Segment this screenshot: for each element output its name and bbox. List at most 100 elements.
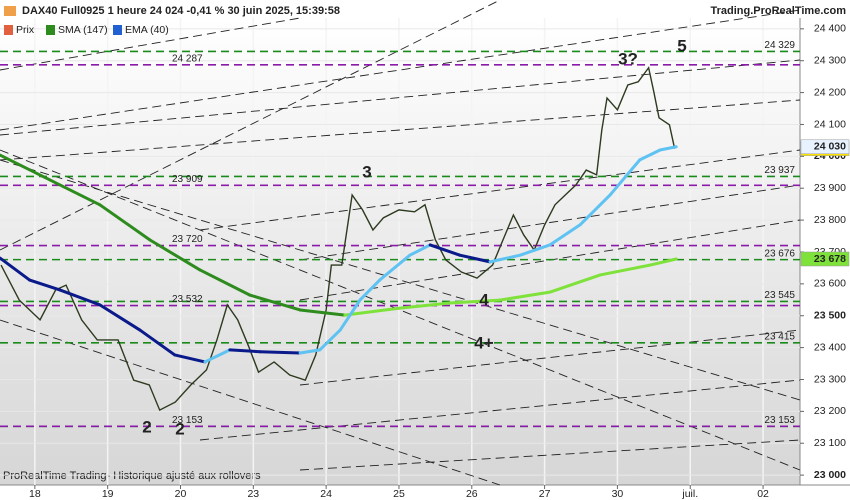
wave-label: 3 [362,162,371,181]
trend-line [299,184,801,261]
x-tick-label: 18 [29,488,41,500]
indicator-segment [548,273,602,294]
indicator-segment [488,253,522,264]
y-tick-label: 24 100 [814,118,846,130]
indicator-segment [228,348,262,354]
y-tick-label: 24 200 [814,86,846,98]
level-label: 23 909 [172,174,203,185]
legend-icon [4,25,13,35]
indicator-segment [458,253,492,264]
indicator-segment [0,153,52,182]
indicator-segment [173,353,207,364]
indicator-segment [48,178,102,207]
y-tick-label: 23 300 [814,373,846,385]
indicator-segment [98,203,152,242]
level-label: 23 153 [172,415,203,426]
level-label: 24 329 [764,40,795,51]
indicator-segment [58,288,102,307]
source-label: Trading.ProRealTime.com [710,5,846,17]
indicator-segment [658,145,678,152]
indicator-segment [28,278,62,292]
x-tick-label: 25 [393,488,405,500]
indicator-segment [338,298,362,332]
indicator-segment [0,256,32,282]
x-tick-label: 26 [466,488,478,500]
indicator-segment [638,148,662,162]
price-tag-label: 23 678 [814,253,846,265]
legend-icon [113,25,122,35]
app-icon [4,6,16,16]
level-label: 24 287 [172,54,203,65]
indicator-segment [98,303,142,332]
price-axis-background [800,18,850,485]
price-tag [800,139,850,155]
indicator-segment [248,293,302,312]
indicator-segment [258,350,302,355]
y-tick-label: 23 800 [814,214,846,226]
y-tick-label: 23 200 [814,405,846,417]
legend-label: EMA (40) [125,24,169,36]
price-tag-label: 24 030 [814,141,846,153]
y-tick-label: 24 300 [814,54,846,66]
trend-line [0,319,501,486]
x-tick-label: 19 [102,488,114,500]
trend-line [0,149,801,471]
y-tick-label: 23 000 [814,469,846,481]
x-tick-label: 30 [612,488,624,500]
wave-label: 2 [142,417,151,436]
indicator-segment [343,306,402,317]
indicator-segment [378,253,412,282]
level-label: 23 532 [172,294,203,305]
indicator-segment [608,158,642,197]
indicator-segment [578,193,612,227]
indicator-segment [358,278,382,302]
indicator-segment [198,268,252,297]
x-tick-label: 27 [539,488,551,500]
x-tick-label: 20 [175,488,187,500]
level-label: 23 415 [764,331,795,342]
trend-line [0,9,801,131]
indicator-segment [298,308,347,317]
y-tick-label: 23 400 [814,341,846,353]
level-label: 23 937 [764,165,795,176]
wave-label: 4+ [474,333,493,352]
y-tick-label: 23 500 [814,310,846,322]
trend-line [199,149,801,231]
level-label: 23 720 [172,234,203,245]
level-label: 23 545 [764,290,795,301]
x-tick-label: juil. [681,488,698,500]
y-tick-label: 23 900 [814,182,846,194]
indicator-segment [298,348,322,355]
x-tick-label: 24 [320,488,332,500]
level-label: 23 153 [764,415,795,426]
indicator-segment [398,301,452,310]
indicator-segment [148,238,202,272]
wave-label: 3? [618,49,638,68]
trend-line [199,379,801,441]
indicator-segment [598,263,652,277]
indicator-segment [648,257,678,267]
indicator-segment [203,348,232,364]
legend-label: SMA (147) [58,24,108,36]
footer-note: ProRealTime Trading- Historique ajusté a… [3,470,261,482]
indicator-segment [428,243,462,257]
indicator-segment [138,328,177,357]
indicator-segment [518,243,552,257]
legend-icon [46,25,55,35]
wave-label: 4 [479,290,489,309]
price-tag [800,251,850,267]
wave-label: 2 [175,419,184,438]
y-tick-label: 24 400 [814,23,846,35]
indicator-segment [548,223,582,247]
trend-line [0,99,801,161]
y-tick-label: 23 100 [814,437,846,449]
indicator-segment [318,328,342,352]
trend-line [0,17,301,71]
indicator-segment [408,243,432,257]
level-label: 23 676 [764,248,795,259]
wave-label: 5 [677,36,686,55]
y-tick-label: 23 600 [814,278,846,290]
x-tick-label: 02 [757,488,769,500]
